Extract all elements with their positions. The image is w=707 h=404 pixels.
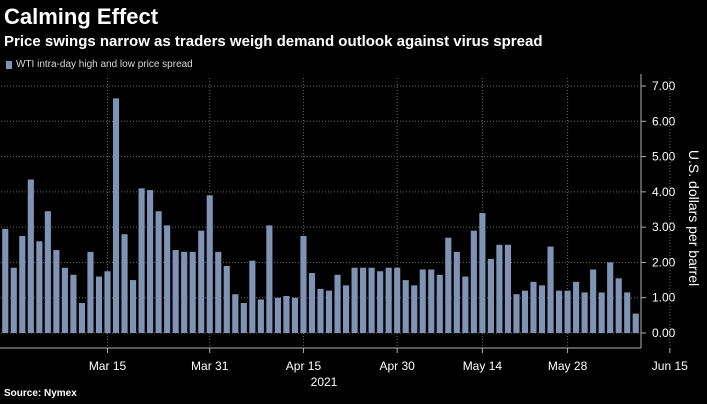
- bar: [411, 285, 418, 333]
- bar: [573, 281, 580, 333]
- bar: [538, 285, 546, 333]
- y-tick-label: 4.00: [652, 185, 676, 199]
- chart-title: Calming Effect: [4, 4, 159, 29]
- y-tick-label: 6.00: [652, 114, 676, 128]
- bar: [78, 303, 86, 333]
- bar: [27, 179, 34, 333]
- bar: [360, 267, 367, 333]
- bar: [598, 292, 605, 333]
- legend-swatch: [6, 60, 12, 69]
- bar: [428, 269, 435, 333]
- legend: WTI intra-day high and low price spread: [6, 59, 193, 70]
- x-tick-label: Mar 31: [191, 359, 229, 373]
- bar: [504, 244, 512, 333]
- bar: [368, 267, 375, 333]
- x-tick-label: Mar 15: [89, 359, 127, 373]
- bar: [632, 313, 639, 333]
- bar: [590, 269, 597, 333]
- bar: [487, 258, 494, 333]
- bar: [547, 246, 554, 333]
- bar: [104, 271, 111, 333]
- bar: [147, 190, 154, 333]
- bar: [2, 228, 9, 333]
- x-year-label: 2021: [311, 375, 338, 389]
- bar: [189, 251, 196, 333]
- y-tick-label: 1.00: [652, 291, 676, 305]
- bar: [615, 278, 622, 333]
- bar: [36, 241, 43, 333]
- bar: [215, 251, 222, 333]
- bar: [19, 235, 26, 333]
- bar: [121, 234, 128, 333]
- bar: [513, 294, 520, 333]
- bar: [87, 251, 94, 333]
- bar: [61, 267, 68, 333]
- bar: [521, 290, 529, 333]
- bar: [351, 267, 358, 333]
- bar: [300, 235, 307, 333]
- bar: [470, 230, 477, 333]
- y-tick-label: 0.00: [652, 326, 676, 340]
- bar: [555, 290, 563, 333]
- bar: [138, 188, 145, 333]
- bar: [419, 269, 426, 333]
- legend-label: WTI intra-day high and low price spread: [16, 59, 193, 70]
- bar: [581, 292, 588, 333]
- bar: [377, 271, 384, 333]
- bar: [479, 213, 486, 333]
- bar: [496, 244, 503, 333]
- x-tick-label: May 28: [548, 359, 588, 373]
- bar: [325, 290, 333, 333]
- bar: [172, 250, 179, 333]
- bar: [257, 299, 264, 333]
- bar: [530, 281, 537, 333]
- bar: [95, 276, 103, 333]
- bar: [394, 267, 401, 333]
- bar: [53, 250, 60, 333]
- bar: [249, 260, 256, 333]
- bar: [334, 274, 341, 333]
- bar: [445, 237, 452, 333]
- y-tick-label: 7.00: [652, 79, 676, 93]
- bar: [206, 195, 213, 333]
- bar: [402, 280, 409, 333]
- bar: [317, 288, 324, 333]
- bar: [112, 98, 120, 333]
- x-tick-label: Jun 15: [652, 359, 688, 373]
- bar: [155, 211, 162, 333]
- bar: [44, 211, 51, 333]
- bar: [164, 225, 171, 333]
- y-tick-label: 5.00: [652, 150, 676, 164]
- bar: [291, 297, 299, 333]
- x-tick-label: May 14: [463, 359, 503, 373]
- y-tick-label: 2.00: [652, 255, 676, 269]
- bar: [385, 267, 392, 333]
- bar: [266, 225, 273, 333]
- bar: [436, 274, 443, 333]
- bar: [10, 267, 17, 333]
- bar: [283, 295, 290, 333]
- bar: [624, 292, 631, 333]
- x-tick-label: Apr 15: [286, 359, 322, 373]
- bar: [274, 297, 281, 333]
- bar: [198, 230, 205, 333]
- bar: [240, 303, 247, 333]
- bar: [181, 251, 188, 333]
- bar: [342, 285, 350, 333]
- bar: [564, 290, 571, 333]
- y-axis-title: U.S. dollars per barrel: [686, 150, 702, 286]
- bar: [70, 274, 77, 333]
- bar: [129, 280, 137, 333]
- bar: [462, 276, 469, 333]
- bar: [232, 294, 239, 333]
- bar: [223, 265, 230, 333]
- bar: [308, 273, 316, 333]
- bar: [453, 251, 460, 333]
- chart-subtitle: Price swings narrow as traders weigh dem…: [4, 33, 543, 50]
- y-tick-label: 3.00: [652, 220, 676, 234]
- bar: [607, 262, 614, 333]
- source-note: Source: Nymex: [4, 388, 77, 399]
- x-tick-label: Apr 30: [380, 359, 416, 373]
